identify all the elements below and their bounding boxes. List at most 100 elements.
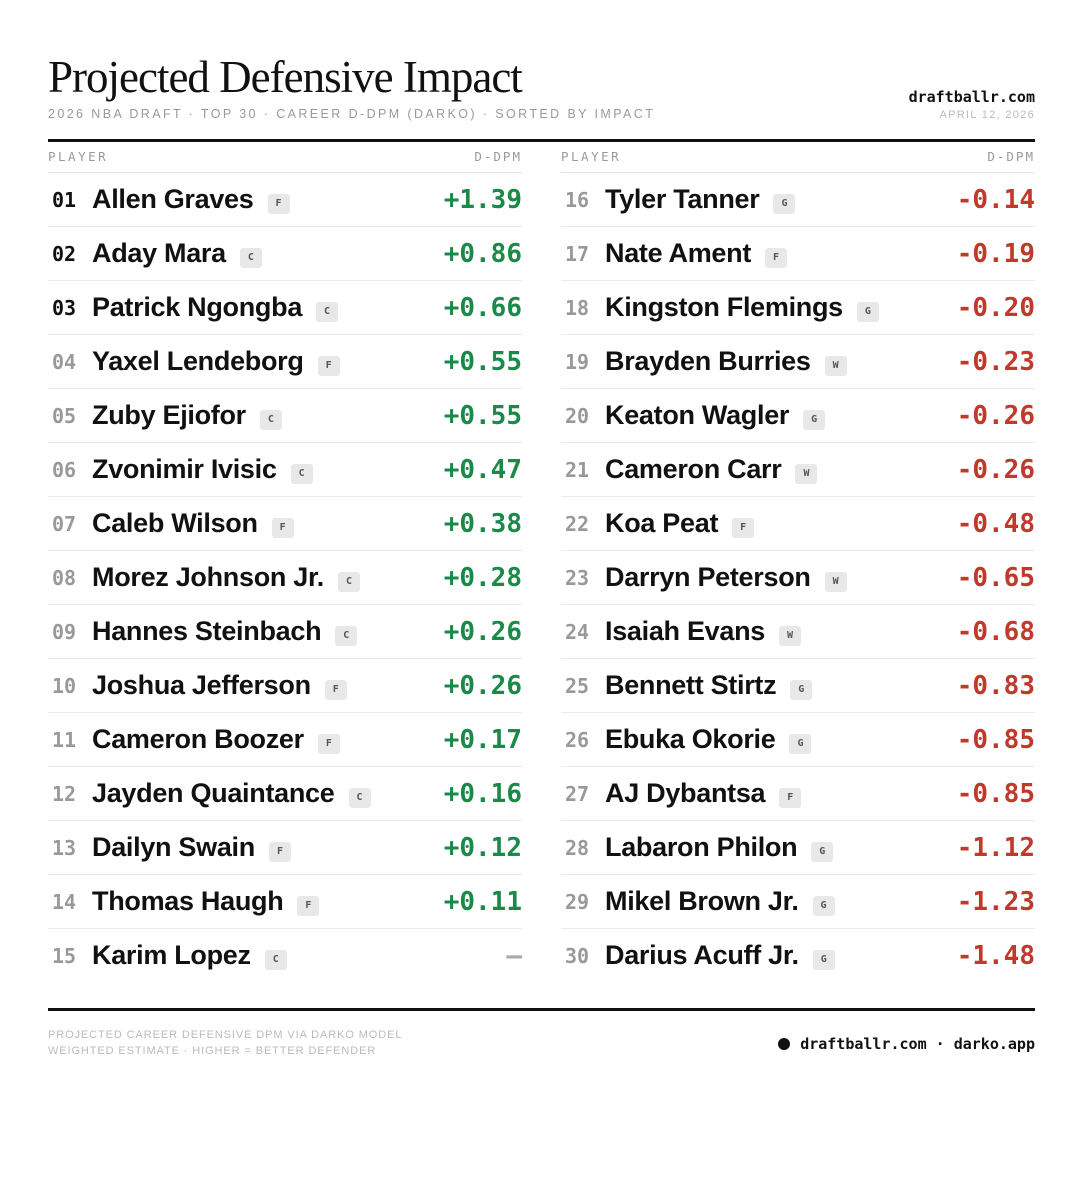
position-badge: G [803, 409, 826, 430]
footer-links: draftballr.com · darko.app [800, 1035, 1035, 1053]
player-row: 17 Nate Ament F -0.19 [561, 227, 1035, 281]
column-header: PLAYER D-DPM [561, 142, 1035, 173]
player-rank: 11 [52, 727, 77, 752]
player-name: Aday Mara [92, 238, 226, 268]
position-badge: C [348, 787, 371, 808]
left-player-list: 01 Allen Graves F +1.39 02 Aday Mara C +0.86 03 P… [48, 173, 522, 982]
position-badge: F [268, 841, 291, 862]
position-badge: G [811, 841, 834, 862]
player-row: 26 Ebuka Okorie G -0.85 [561, 713, 1035, 767]
player-name: Kingston Flemings [605, 292, 843, 322]
player-row: 04 Yaxel Lendeborg F +0.55 [48, 335, 522, 389]
position-badge: F [271, 517, 294, 538]
player-name: Zvonimir Ivisic [92, 454, 277, 484]
ddpm-value: -1.23 [956, 886, 1035, 917]
position-badge: W [824, 571, 847, 592]
ddpm-value: -0.20 [956, 292, 1035, 323]
player-rank: 23 [565, 565, 590, 590]
player-row: 21 Cameron Carr W -0.26 [561, 443, 1035, 497]
player-row: 19 Brayden Burries W -0.23 [561, 335, 1035, 389]
player-rank: 20 [565, 403, 590, 428]
ddpm-value: +0.17 [443, 724, 522, 755]
ddpm-value: +0.12 [443, 832, 522, 863]
ddpm-value: -0.65 [956, 562, 1035, 593]
position-badge: F [324, 679, 347, 700]
player-rank: 08 [52, 565, 77, 590]
position-badge: G [812, 949, 835, 970]
player-rank: 01 [52, 187, 77, 212]
left-column: PLAYER D-DPM 01 Allen Graves F +1.39 02 Aday … [48, 142, 522, 982]
footer-note-line: PROJECTED CAREER DEFENSIVE DPM VIA DARKO… [48, 1029, 403, 1041]
position-badge: C [264, 949, 287, 970]
ddpm-value: +0.16 [443, 778, 522, 809]
ddpm-value: +0.86 [443, 238, 522, 269]
ddpm-value: +0.28 [443, 562, 522, 593]
ddpm-value: +1.39 [443, 184, 522, 215]
ddpm-value: -1.48 [956, 940, 1035, 971]
ddpm-value: -0.23 [956, 346, 1035, 377]
player-name: Brayden Burries [605, 346, 811, 376]
player-name: Jayden Quaintance [92, 778, 335, 808]
player-name: Thomas Haugh [92, 886, 284, 916]
player-name: Koa Peat [605, 508, 719, 538]
bottom-divider [48, 1008, 1035, 1011]
ddpm-value: -0.48 [956, 508, 1035, 539]
position-badge: W [779, 625, 801, 646]
player-row: 11 Cameron Boozer F +0.17 [48, 713, 522, 767]
position-badge: F [732, 517, 755, 538]
position-badge: G [773, 193, 796, 214]
player-row: 08 Morez Johnson Jr. C +0.28 [48, 551, 522, 605]
ddpm-value: -0.85 [956, 724, 1035, 755]
player-row: 05 Zuby Ejiofor C +0.55 [48, 389, 522, 443]
player-rank: 28 [565, 835, 590, 860]
footer-brand: draftballr.com · darko.app [778, 1035, 1035, 1053]
player-rank: 09 [52, 619, 77, 644]
ddpm-value: -0.26 [956, 454, 1035, 485]
ddpm-value: +0.66 [443, 292, 522, 323]
position-badge: F [317, 733, 340, 754]
value-column-label: D-DPM [474, 149, 522, 164]
position-badge: C [239, 247, 262, 268]
player-row: 24 Isaiah Evans W -0.68 [561, 605, 1035, 659]
value-column-label: D-DPM [987, 149, 1035, 164]
player-rank: 26 [565, 727, 590, 752]
ddpm-value: +0.55 [443, 346, 522, 377]
player-name: Isaiah Evans [605, 616, 765, 646]
player-row: 02 Aday Mara C +0.86 [48, 227, 522, 281]
player-name: Tyler Tanner [605, 184, 760, 214]
player-name: Yaxel Lendeborg [92, 346, 304, 376]
ddpm-value: +0.55 [443, 400, 522, 431]
player-column-label: PLAYER [48, 149, 109, 164]
right-player-list: 16 Tyler Tanner G -0.14 17 Nate Ament F -0.19 18… [561, 173, 1035, 982]
player-row: 16 Tyler Tanner G -0.14 [561, 173, 1035, 227]
player-row: 01 Allen Graves F +1.39 [48, 173, 522, 227]
player-name: Ebuka Okorie [605, 724, 776, 754]
player-name: Joshua Jefferson [92, 670, 311, 700]
player-row: 27 AJ Dybantsa F -0.85 [561, 767, 1035, 821]
position-badge: G [789, 733, 812, 754]
ddpm-value: +0.26 [443, 670, 522, 701]
player-name: AJ Dybantsa [605, 778, 766, 808]
bullet-dot-icon [778, 1038, 791, 1050]
player-name: Labaron Philon [605, 832, 798, 862]
player-name: Zuby Ejiofor [92, 400, 246, 430]
ddpm-value: -0.85 [956, 778, 1035, 809]
position-badge: W [795, 463, 818, 484]
player-rank: 04 [52, 349, 77, 374]
footer-note-line: WEIGHTED ESTIMATE · HIGHER = BETTER DEFE… [48, 1045, 377, 1057]
player-row: 22 Koa Peat F -0.48 [561, 497, 1035, 551]
player-name: Nate Ament [605, 238, 752, 268]
player-rank: 25 [565, 673, 590, 698]
player-name: Allen Graves [92, 184, 254, 214]
player-rank: 21 [565, 457, 590, 482]
player-name: Patrick Ngongba [92, 292, 303, 322]
ddpm-value: -0.26 [956, 400, 1035, 431]
player-rank: 10 [52, 673, 77, 698]
position-badge: C [335, 625, 358, 646]
player-name: Darryn Peterson [605, 562, 811, 592]
ddpm-value: -0.68 [956, 616, 1035, 647]
position-badge: C [290, 463, 313, 484]
player-row: 10 Joshua Jefferson F +0.26 [48, 659, 522, 713]
player-rank: 12 [52, 781, 77, 806]
player-rank: 24 [565, 619, 590, 644]
